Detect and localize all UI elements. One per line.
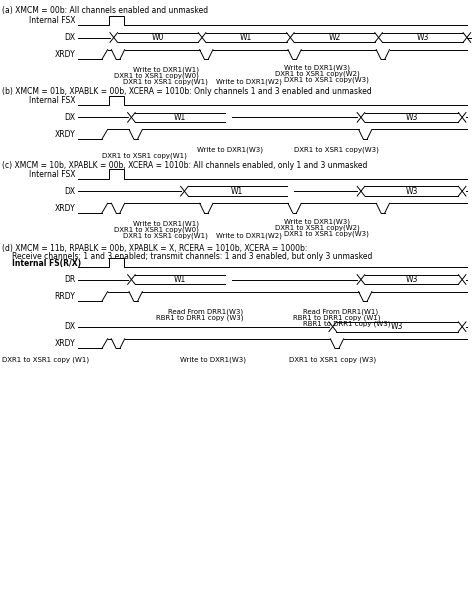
Text: (a) XMCM = 00b: All channels enabled and unmasked: (a) XMCM = 00b: All channels enabled and…	[2, 6, 209, 15]
Text: DXR1 to XSR1 copy(W3): DXR1 to XSR1 copy(W3)	[284, 231, 369, 237]
Text: RBR1 to DRR1 copy (W3): RBR1 to DRR1 copy (W3)	[156, 315, 244, 321]
Text: RBR1 to DRR1 copy (W3): RBR1 to DRR1 copy (W3)	[303, 321, 391, 327]
Text: W2: W2	[328, 33, 341, 42]
Text: DXR1 to XSR1 copy(W0): DXR1 to XSR1 copy(W0)	[114, 73, 199, 79]
Text: W3: W3	[417, 33, 429, 42]
Text: Write to DXR1(W3): Write to DXR1(W3)	[284, 218, 350, 225]
Text: W3: W3	[391, 322, 404, 331]
Text: XRDY: XRDY	[55, 339, 75, 348]
Text: Write to DXR1(W3): Write to DXR1(W3)	[284, 65, 350, 71]
Text: W1: W1	[240, 33, 252, 42]
Text: W1: W1	[231, 187, 244, 195]
Text: XRDY: XRDY	[55, 204, 75, 212]
Text: DXR1 to XSR1 copy(W1): DXR1 to XSR1 copy(W1)	[123, 232, 208, 239]
Text: Internal FS(R/X): Internal FS(R/X)	[12, 259, 81, 268]
Text: DXR1 to XSR1 copy(W1): DXR1 to XSR1 copy(W1)	[102, 152, 187, 159]
Text: Receive channels: 1 and 3 enabled; transmit channels: 1 and 3 enabled, but only : Receive channels: 1 and 3 enabled; trans…	[12, 252, 372, 261]
Text: Internal FSX: Internal FSX	[29, 96, 75, 105]
Text: Write to DXR1(W1): Write to DXR1(W1)	[133, 220, 199, 227]
Text: Write to DXR1(W3): Write to DXR1(W3)	[197, 146, 263, 153]
Text: Read From DRR1(W3): Read From DRR1(W3)	[168, 309, 243, 315]
Text: W1: W1	[174, 113, 186, 122]
Text: Write to DXR1(W2): Write to DXR1(W2)	[216, 79, 282, 85]
Text: Read From DRR1(W1): Read From DRR1(W1)	[303, 309, 378, 315]
Text: DXR1 to XSR1 copy(W3): DXR1 to XSR1 copy(W3)	[284, 77, 369, 83]
Text: Write to DXR1(W2): Write to DXR1(W2)	[216, 232, 282, 239]
Text: DX: DX	[64, 113, 75, 122]
Text: (c) XMCM = 10b, XPABLK = 00b, XCERA = 1010b: All channels enabled, only 1 and 3 : (c) XMCM = 10b, XPABLK = 00b, XCERA = 10…	[2, 161, 368, 170]
Text: DXR1 to XSR1 copy(W3): DXR1 to XSR1 copy(W3)	[294, 146, 379, 153]
Text: DR: DR	[64, 275, 75, 284]
Text: Internal FSX: Internal FSX	[29, 170, 75, 178]
Text: DXR1 to XSR1 copy(W2): DXR1 to XSR1 copy(W2)	[275, 224, 360, 231]
Text: DXR1 to XSR1 copy (W1): DXR1 to XSR1 copy (W1)	[2, 357, 90, 364]
Text: XRDY: XRDY	[55, 50, 75, 59]
Text: DX: DX	[64, 322, 75, 331]
Text: XRDY: XRDY	[55, 130, 75, 139]
Text: DXR1 to XSR1 copy(W1): DXR1 to XSR1 copy(W1)	[123, 79, 208, 85]
Text: Write to DXR1(W3): Write to DXR1(W3)	[180, 357, 246, 364]
Text: DXR1 to XSR1 copy (W3): DXR1 to XSR1 copy (W3)	[289, 357, 376, 364]
Text: DXR1 to XSR1 copy(W0): DXR1 to XSR1 copy(W0)	[114, 226, 199, 233]
Text: DX: DX	[64, 187, 75, 195]
Text: DX: DX	[64, 33, 75, 42]
Text: W0: W0	[152, 33, 164, 42]
Text: W1: W1	[174, 275, 186, 284]
Text: Internal FSX: Internal FSX	[29, 16, 75, 25]
Text: W3: W3	[405, 113, 418, 122]
Text: (b) XMCM = 01b, XPABLK = 00b, XCERA = 1010b: Only channels 1 and 3 enabled and u: (b) XMCM = 01b, XPABLK = 00b, XCERA = 10…	[2, 87, 372, 96]
Text: (d) XMCM = 11b, RPABLK = 00b, XPABLK = X, RCERA = 1010b, XCERA = 1000b:: (d) XMCM = 11b, RPABLK = 00b, XPABLK = X…	[2, 244, 308, 253]
Text: DXR1 to XSR1 copy(W2): DXR1 to XSR1 copy(W2)	[275, 71, 360, 77]
Text: RBR1 to DRR1 copy (W1): RBR1 to DRR1 copy (W1)	[293, 315, 381, 321]
Text: Write to DXR1(W1): Write to DXR1(W1)	[133, 67, 199, 73]
Text: W3: W3	[405, 275, 418, 284]
Text: RRDY: RRDY	[55, 292, 75, 301]
Text: W3: W3	[405, 187, 418, 195]
